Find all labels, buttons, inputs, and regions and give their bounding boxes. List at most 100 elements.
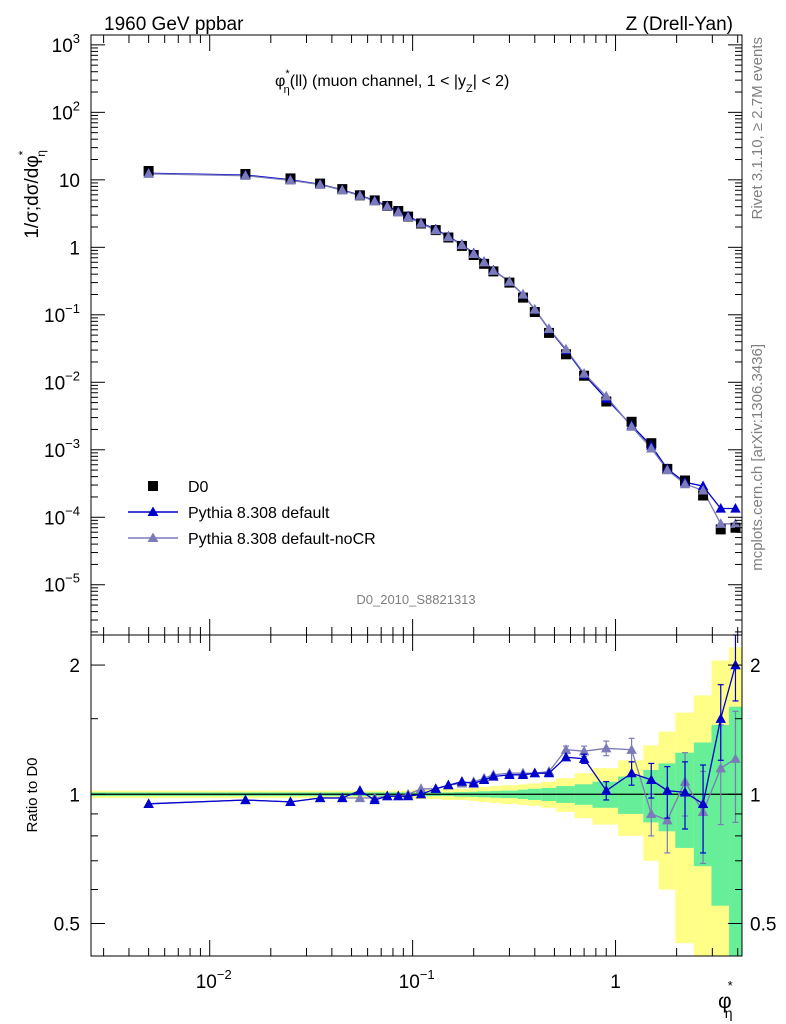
mc-point-2-13 (456, 239, 468, 250)
x-axis-label: φ* η (718, 978, 733, 1021)
ratio-point-1-25 (646, 808, 657, 819)
mc-point-2-4 (337, 184, 348, 195)
ratio-point-0-22 (578, 753, 590, 763)
mcplots-label: mcplots.cern.ch [arXiv:1306.3436] (749, 344, 766, 571)
legend-entry-pythia-nocr: Pythia 8.308 default-noCR (128, 531, 376, 548)
ratio-point-0-26 (662, 785, 673, 795)
ratio-point-0-2 (285, 796, 296, 807)
mc-point-2-29 (715, 518, 726, 528)
legend-label-pythia-nocr: Pythia 8.308 default-noCR (188, 531, 376, 548)
ratio-ytick-label-right-2: 2 (750, 656, 761, 677)
mc-point-2-3 (314, 179, 326, 189)
legend: D0 Pythia 8.308 default Pythia 8.308 def… (128, 479, 376, 548)
ratio-band-stat-30 (729, 706, 742, 956)
header-right: Z (Drell-Yan) (626, 14, 733, 35)
main-ytick-label-5: 10−2 (44, 368, 80, 394)
ratio-point-1-22 (578, 745, 590, 756)
ratio-point-1-23 (601, 742, 612, 753)
legend-marker-pythia-default (147, 506, 159, 516)
ratio-point-0-30 (730, 659, 741, 670)
legend-entry-pythia-default: Pythia 8.308 default (128, 505, 330, 522)
mc-point-2-9 (402, 211, 414, 222)
ratio-point-0-1 (240, 794, 251, 805)
ratio-point-0-11 (430, 783, 441, 793)
d0-point-21 (561, 349, 571, 360)
ratio-point-0-29 (715, 713, 726, 723)
ratio-point-0-0 (143, 798, 154, 808)
ratio-point-1-5 (354, 792, 366, 803)
legend-marker-d0 (148, 481, 158, 491)
mc-point-2-2 (285, 174, 296, 185)
legend-entry-d0: D0 (148, 479, 209, 496)
main-ytick-label-8: 10−5 (44, 571, 80, 597)
ratio-point-1-21 (560, 744, 572, 754)
main-ytick-label-2: 10 (59, 171, 80, 192)
ratio-point-0-10 (415, 788, 427, 799)
ratio-point-0-7 (382, 790, 393, 801)
ratio-point-1-29 (715, 762, 726, 773)
ratio-point-0-25 (646, 774, 657, 785)
mc-point-2-10 (415, 218, 427, 228)
ratio-ytick-label-right-0: 0.5 (750, 914, 776, 935)
x-tick-label-1: 10−1 (399, 967, 435, 993)
main-ytick-label-1: 102 (52, 98, 80, 124)
legend-label-d0: D0 (188, 479, 209, 496)
ratio-frame (90, 634, 743, 957)
ratio-point-0-3 (314, 792, 326, 803)
x-tick-label-0: 10−2 (196, 967, 232, 993)
ratio-point-1-24 (626, 744, 637, 754)
main-ytick-label-0: 103 (52, 31, 80, 57)
mc-point-2-25 (646, 442, 657, 453)
mc-point-2-30 (730, 518, 741, 528)
mc-point-2-11 (430, 224, 441, 235)
ratio-point-0-23 (601, 785, 612, 795)
ratio-point-1-26 (662, 814, 673, 825)
ratio-point-0-9 (402, 790, 414, 801)
ratio-point-0-14 (468, 777, 479, 788)
ratio-point-0-8 (393, 790, 404, 801)
rivet-version-label: Rivet 3.1.10, ≥ 2.7M events (749, 37, 766, 220)
mc-point-2-8 (393, 206, 404, 217)
ratio-point-0-6 (369, 794, 380, 805)
ratio-point-0-16 (488, 771, 499, 781)
mc-point-2-20 (543, 323, 555, 333)
ratio-point-0-21 (560, 751, 572, 762)
ratio-point-0-20 (543, 767, 555, 778)
analysis-id-label: D0_2010_S8821313 (356, 592, 475, 607)
main-ytick-label-6: 10−3 (44, 436, 80, 462)
chart-title: φ* η(ll) (muon channel, 1 < |yZ| < 2) (275, 68, 509, 96)
legend-marker-pythia-nocr (147, 532, 159, 542)
ratio-point-0-24 (626, 767, 637, 778)
ratio-point-1-30 (730, 753, 741, 763)
mc-point-2-17 (504, 276, 515, 286)
mc-point-2-15 (478, 256, 490, 267)
mc-point-2-28 (697, 484, 709, 495)
mc-point-2-24 (626, 421, 637, 431)
ratio-point-0-15 (478, 774, 490, 785)
legend-label-pythia-default: Pythia 8.308 default (188, 505, 330, 522)
mc-point-2-7 (382, 201, 393, 211)
ratio-ytick-label-2: 2 (69, 656, 80, 677)
ratio-band-stat-24 (618, 776, 644, 814)
mc-point-2-26 (662, 464, 673, 475)
mc-point-2-27 (679, 478, 691, 489)
main-ytick-label-3: 1 (69, 238, 80, 259)
d0-point-28 (698, 490, 709, 501)
ratio-point-0-12 (443, 779, 454, 790)
header-left: 1960 GeV ppbar (104, 14, 244, 35)
ratio-point-0-19 (529, 767, 541, 778)
ratio-ytick-label-0: 0.5 (54, 914, 80, 935)
ratio-point-0-28 (697, 798, 709, 808)
ratio-point-1-10 (415, 783, 427, 793)
main-ytick-label-7: 10−4 (44, 503, 80, 529)
ratio-y-ticks: 0.5 0.5 1 1 2 2 (54, 656, 777, 935)
main-y-label: 1/σ;dσ/dφ* η (16, 150, 48, 239)
ratio-point-0-4 (337, 792, 348, 803)
ratio-point-0-18 (517, 769, 529, 779)
mc-point-2-5 (354, 190, 366, 200)
ratio-plot-area (91, 634, 742, 956)
mc-point-2-21 (560, 343, 572, 354)
mc-point-1-30 (730, 502, 741, 513)
